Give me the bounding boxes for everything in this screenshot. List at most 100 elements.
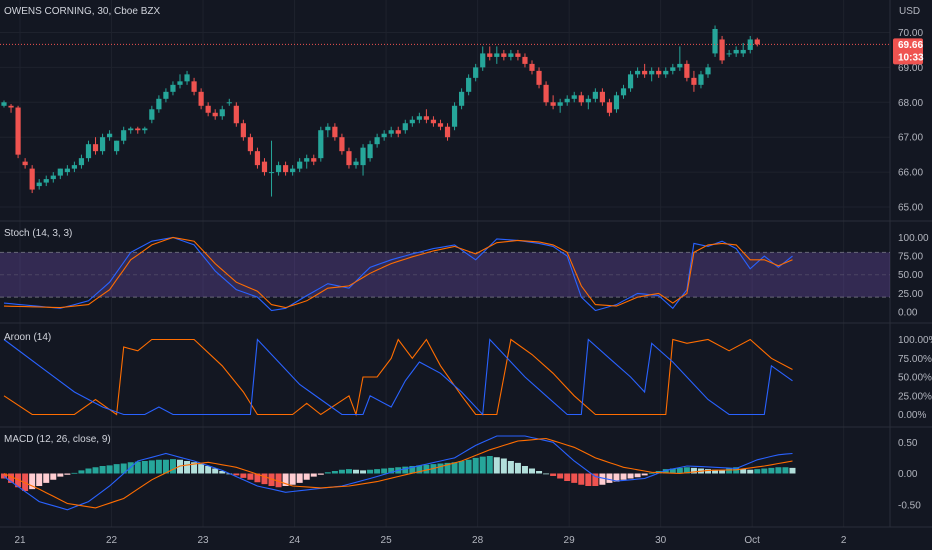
stoch-tick-label: 50.00 <box>898 270 923 281</box>
candle-body-up <box>57 168 63 176</box>
stoch-tick-label: 75.00 <box>898 252 923 263</box>
macd-histogram-bar <box>493 457 500 474</box>
candle-body-down <box>437 123 444 127</box>
candle-body-up <box>156 98 162 110</box>
time-tick-label: 24 <box>289 535 301 546</box>
candle-body-down <box>311 158 317 162</box>
macd-histogram-bar <box>648 472 655 474</box>
candle-body-down <box>283 165 289 173</box>
macd-histogram-bar <box>683 467 690 474</box>
aroon-line <box>3 338 793 417</box>
stoch-tick-label: 100.00 <box>898 233 929 244</box>
candle-body-up <box>613 95 620 110</box>
candle-body-down <box>29 168 35 190</box>
candle-body-up <box>99 137 106 152</box>
macd-histogram-bar <box>240 473 247 478</box>
macd-histogram-bar <box>113 464 120 474</box>
macd-histogram-bar <box>578 473 585 485</box>
candle-body-up <box>388 130 394 134</box>
time-tick-label: Oct <box>744 535 760 546</box>
macd-histogram-bar <box>381 468 388 474</box>
time-tick-label: 22 <box>106 535 118 546</box>
price-axis[interactable]: 65.00 66.00 67.00 68.00 69.00 70.00 100.00 75.0… <box>898 28 932 511</box>
candle-body-up <box>325 126 331 131</box>
candle-body-up <box>508 53 514 57</box>
candle-body-up <box>149 109 155 120</box>
candle-body-down <box>261 161 268 173</box>
candle-body-down <box>656 70 662 75</box>
macd-histogram-bar <box>557 473 564 479</box>
candle-body-down <box>501 53 507 57</box>
macd-histogram-bar <box>1 473 7 479</box>
macd-tick-label: -0.50 <box>898 500 921 511</box>
macd-histogram-bar <box>437 463 444 474</box>
candle-body-down <box>205 105 211 113</box>
macd-histogram-bar <box>282 473 289 486</box>
macd-histogram-bar <box>726 468 733 474</box>
macd-histogram-bar <box>8 473 15 483</box>
candle-body-up <box>557 102 563 106</box>
macd-histogram-bar <box>169 459 176 474</box>
candle-body-up <box>184 74 190 82</box>
candle-body-down <box>691 77 697 85</box>
macd-histogram-bar <box>550 473 557 476</box>
macd-histogram-bar <box>641 473 648 476</box>
macd-histogram-bar <box>289 473 296 485</box>
macd-histogram-bar <box>324 472 331 474</box>
candle-body-up <box>114 140 120 152</box>
candle-body-up <box>705 67 711 75</box>
macd-histogram-bar <box>141 461 148 474</box>
aroon-tick-label: 100.00% <box>898 335 932 346</box>
macd-histogram-bar <box>254 473 261 483</box>
macd-histogram-bar <box>402 466 409 474</box>
macd-histogram-bar <box>57 473 64 477</box>
candle-body-up <box>43 179 49 183</box>
macd-pane[interactable] <box>1 435 796 511</box>
candle-body-up <box>677 63 683 68</box>
macd-histogram-bar <box>219 471 226 474</box>
macd-histogram-bar <box>613 473 620 482</box>
aroon-pane[interactable] <box>3 338 793 417</box>
macd-histogram-bar <box>705 469 711 474</box>
last-price-tag: 69.66 10:33 <box>893 38 924 65</box>
candle-body-up <box>177 81 183 85</box>
candle-body-up <box>367 144 373 159</box>
macd-histogram-bar <box>71 472 78 474</box>
macd-histogram-bar <box>627 473 634 479</box>
stoch-pane[interactable] <box>3 236 793 312</box>
macd-histogram-bar <box>669 468 676 474</box>
macd-histogram-bar <box>564 473 571 481</box>
candle-body-down <box>550 102 556 106</box>
candle-body-down <box>487 53 493 57</box>
candle-body-up <box>402 123 408 131</box>
macd-histogram-bar <box>761 468 768 474</box>
candle-body-down <box>606 102 613 113</box>
macd-histogram-bar <box>388 467 395 474</box>
macd-histogram-bar <box>233 473 240 476</box>
candle-body-up <box>353 161 359 166</box>
candle-body-up <box>297 161 303 169</box>
candle-body-up <box>36 182 42 187</box>
macd-histogram-bar <box>507 461 514 474</box>
time-axis[interactable]: 21 22 23 24 25 28 29 30 Oct 2 <box>14 535 846 546</box>
candle-body-up <box>635 70 641 75</box>
candle-body-up <box>107 133 113 138</box>
macd-histogram-bar <box>99 466 106 474</box>
macd-histogram-bar <box>85 468 92 474</box>
macd-histogram-bar <box>106 465 113 474</box>
last-price-tag-background <box>893 38 923 65</box>
candle-body-up <box>163 91 169 99</box>
macd-histogram-bar <box>782 467 789 474</box>
candle-body-up <box>142 128 148 131</box>
candle-body-up <box>170 84 176 92</box>
candle-body-down <box>332 126 338 138</box>
pane-separators[interactable] <box>0 0 932 528</box>
candle-body-up <box>480 53 486 68</box>
candle-body-up <box>275 165 282 173</box>
aroon-tick-label: 75.00% <box>898 354 932 365</box>
price-pane[interactable] <box>0 25 890 197</box>
macd-histogram-bar <box>296 473 303 483</box>
candle-body-up <box>494 53 500 57</box>
macd-tick-label: 0.50 <box>898 438 918 449</box>
